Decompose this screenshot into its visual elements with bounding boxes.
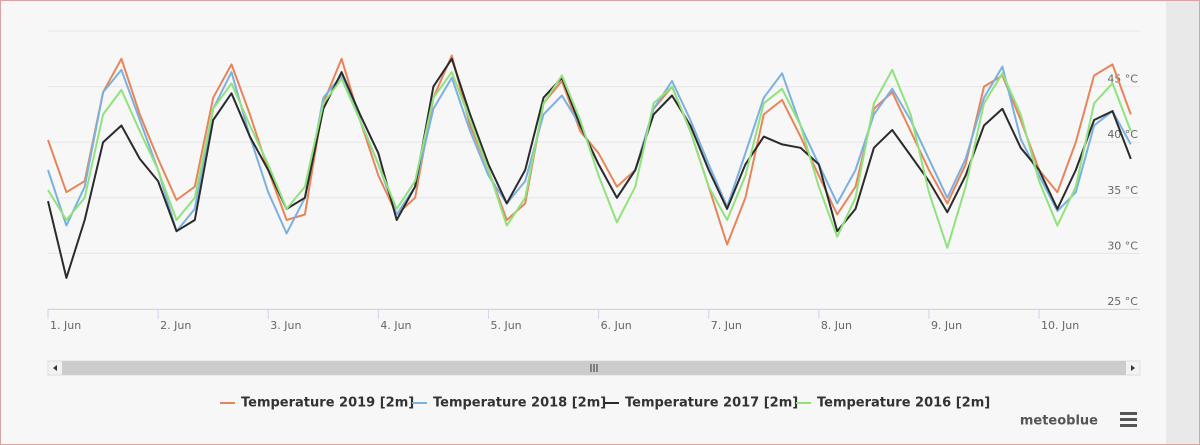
x-tick-label: 8. Jun bbox=[821, 319, 852, 332]
scrollbar[interactable] bbox=[47, 360, 1141, 376]
menu-bar bbox=[1120, 412, 1137, 415]
x-tick-label: 10. Jun bbox=[1041, 319, 1079, 332]
menu-bar bbox=[1120, 424, 1137, 427]
y-tick-label: 30 °C bbox=[1107, 239, 1138, 252]
y-tick-label: 35 °C bbox=[1107, 184, 1138, 197]
x-tick-label: 7. Jun bbox=[711, 319, 742, 332]
x-tick-label: 1. Jun bbox=[50, 319, 81, 332]
y-tick-label: 40 °C bbox=[1107, 128, 1138, 141]
side-strip bbox=[1166, 0, 1200, 445]
y-tick-label: 45 °C bbox=[1107, 73, 1138, 86]
series-line bbox=[47, 54, 1132, 246]
series-line bbox=[47, 68, 1132, 249]
menu-button[interactable] bbox=[1120, 412, 1137, 427]
y-tick-label: 25 °C bbox=[1107, 295, 1138, 308]
legend-label[interactable]: Temperature 2016 [2m] bbox=[817, 396, 990, 411]
x-tick-label: 3. Jun bbox=[270, 319, 301, 332]
credits[interactable]: meteoblue bbox=[1020, 414, 1098, 429]
x-tick-label: 4. Jun bbox=[380, 319, 411, 332]
x-tick-label: 5. Jun bbox=[490, 319, 521, 332]
legend-label[interactable]: Temperature 2017 [2m] bbox=[625, 396, 798, 411]
x-tick-label: 2. Jun bbox=[160, 319, 191, 332]
scroll-grip bbox=[590, 364, 598, 372]
x-tick-label: 9. Jun bbox=[931, 319, 962, 332]
menu-bar bbox=[1120, 418, 1137, 421]
legend-label[interactable]: Temperature 2019 [2m] bbox=[241, 396, 414, 411]
legend-label[interactable]: Temperature 2018 [2m] bbox=[433, 396, 606, 411]
x-tick-label: 6. Jun bbox=[601, 319, 632, 332]
